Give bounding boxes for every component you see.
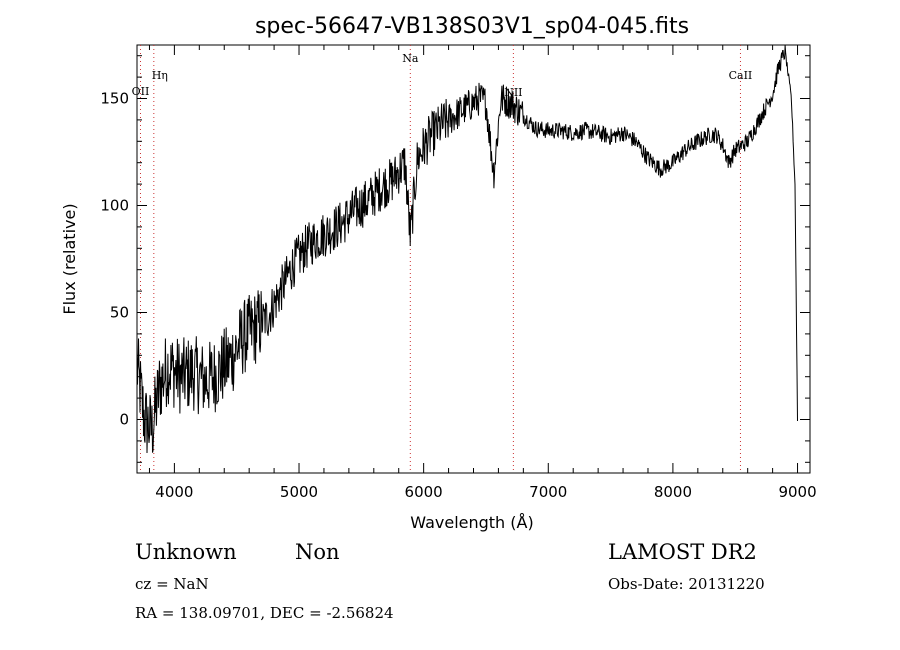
x-tick-label: 5000 (280, 483, 318, 501)
x-tick-label: 8000 (654, 483, 692, 501)
x-tick-label: 9000 (778, 483, 816, 501)
y-tick-label: 100 (100, 197, 129, 215)
spectral-line-label: OII (132, 85, 150, 98)
object-subclass: Non (295, 540, 340, 564)
object-class: Unknown (135, 540, 237, 564)
redshift-value: cz = NaN (135, 575, 209, 593)
x-tick-label: 7000 (529, 483, 567, 501)
y-tick-label: 0 (119, 411, 129, 429)
chart-title: spec-56647-VB138S03V1_sp04-045.fits (255, 14, 689, 39)
plot-frame (136, 44, 811, 474)
y-axis-label: Flux (relative) (60, 203, 79, 314)
coordinates: RA = 138.09701, DEC = -2.56824 (135, 604, 394, 622)
survey-name: LAMOST DR2 (608, 540, 757, 564)
y-tick-label: 150 (100, 90, 129, 108)
spectral-line-label: Na (402, 52, 419, 65)
x-tick-label: 6000 (405, 483, 443, 501)
x-tick-label: 4000 (155, 483, 193, 501)
axis-ticks: 4000 5000 6000 7000 8000 9000 0 50 100 150 (100, 45, 817, 501)
observation-date: Obs-Date: 20131220 (608, 575, 765, 593)
y-tick-label: 50 (110, 304, 129, 322)
x-axis-label: Wavelength (Å) (410, 513, 533, 532)
spectrum-line (136, 44, 798, 454)
spectral-line-label: Hη (152, 69, 168, 82)
spectral-line-label: CaII (729, 69, 753, 82)
